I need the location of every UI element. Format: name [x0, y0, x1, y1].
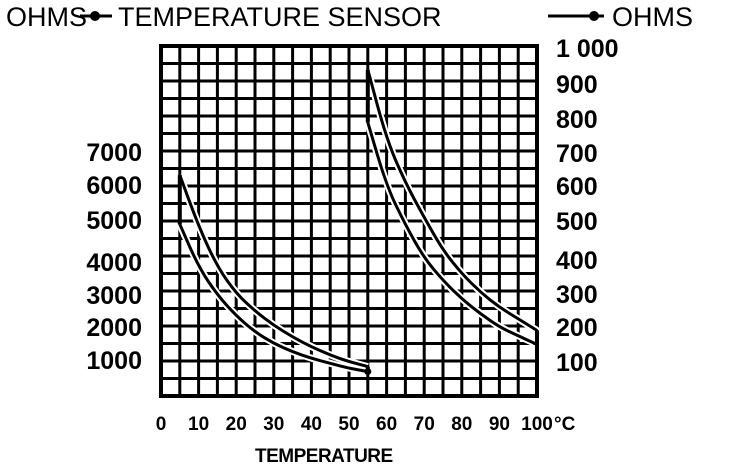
right-axis-tick-label: 700	[556, 140, 598, 168]
x-axis-tick-label: 50	[338, 414, 359, 435]
left-axis-tick-label: 7000	[86, 139, 142, 167]
x-axis-tick-label: 100	[521, 414, 553, 435]
right-axis-tick-label: 1 000	[556, 35, 619, 63]
left-axis-tick-label: 6000	[86, 172, 142, 200]
curve-group	[176, 68, 541, 376]
x-axis-tick-label: 80	[451, 414, 472, 435]
left-axis-tick-label: 2000	[86, 314, 142, 342]
left-axis-tick-label: 1000	[86, 347, 142, 375]
right-axis-tick-label: 800	[556, 106, 598, 134]
left-axis-ticks: 1000 2000 3000 4000 5000 6000 7000	[86, 139, 142, 375]
x-axis-ticks: 0 10 20 30 40 50 60 70 80 90 100	[156, 414, 553, 435]
right-axis-tick-label: 900	[556, 71, 598, 99]
x-axis-tick-label: 70	[414, 414, 435, 435]
x-axis-tick-label: 60	[376, 414, 397, 435]
x-axis-tick-label: 0	[156, 414, 167, 435]
right-axis-tick-label: 500	[556, 208, 598, 236]
right-axis-ticks: 100 200 300 400 500 600 700 800 900 1 000	[556, 35, 619, 377]
right-axis-tick-label: 300	[556, 281, 598, 309]
resistance-curve-1	[178, 174, 369, 369]
left-axis-tick-label: 4000	[86, 249, 142, 277]
resistance-curve-3	[366, 69, 539, 332]
title-left-marker	[90, 11, 100, 21]
title-right-ohms: OHMS	[612, 2, 693, 32]
x-axis-label: TEMPERATURE	[255, 446, 393, 464]
x-axis-tick-label: 20	[226, 414, 247, 435]
plot-grid	[159, 44, 539, 398]
resistance-curve-2	[178, 223, 370, 374]
x-axis-tick-label: 10	[188, 414, 209, 435]
resistance-curve-4	[366, 121, 539, 346]
left-axis-tick-label: 5000	[86, 207, 142, 235]
right-axis-tick-label: 100	[556, 349, 598, 377]
x-axis-tick-label: 40	[301, 414, 322, 435]
chart-title: TEMPERATURE SENSOR	[118, 2, 442, 32]
right-axis-tick-label: 400	[556, 247, 598, 275]
x-axis-tick-label: 90	[489, 414, 510, 435]
right-axis-tick-label: 200	[556, 314, 598, 342]
x-axis-tick-label: 30	[263, 414, 284, 435]
title-left-ohms: OHMS	[6, 2, 87, 32]
title-right-marker	[589, 11, 599, 21]
left-curve-end-dot	[364, 368, 372, 376]
right-axis-tick-label: 600	[556, 173, 598, 201]
left-axis-tick-label: 3000	[86, 282, 142, 310]
x-axis-unit: °C	[554, 414, 576, 435]
